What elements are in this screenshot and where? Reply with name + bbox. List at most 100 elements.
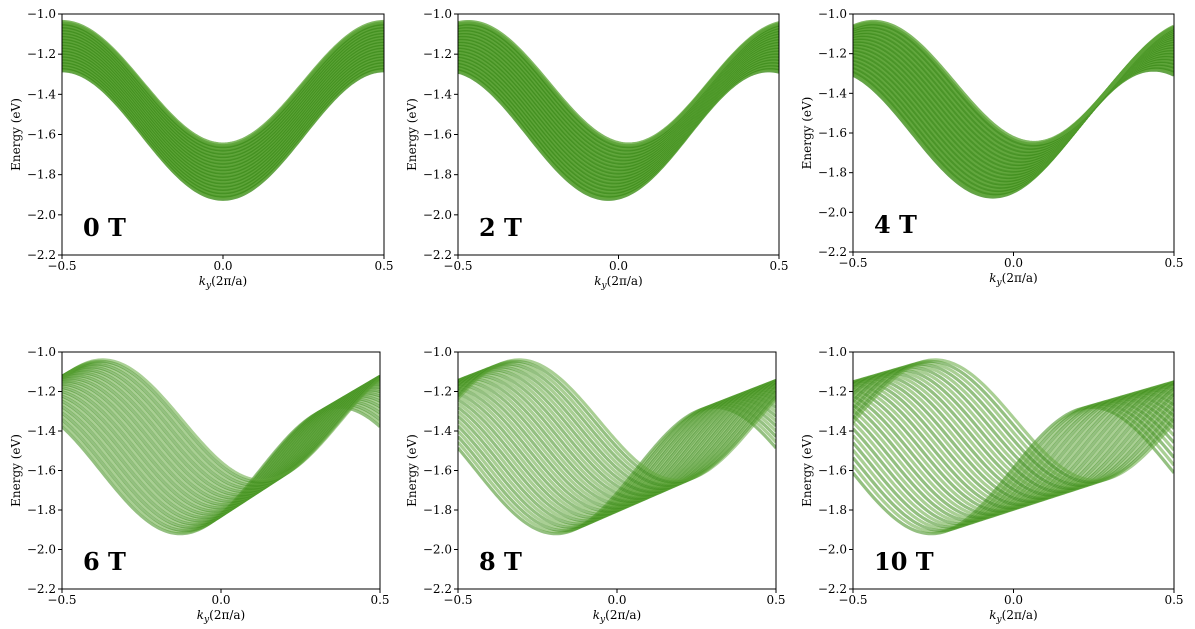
x-tick-label: 0.0 [607,593,626,607]
x-tick-label: −0.5 [443,259,472,273]
y-tick-label: −1.8 [818,166,847,180]
y-tick-label: −1.6 [27,464,56,478]
panel-5: −1.0 −1.2 −1.4 −1.6 −1.8 −2.0 −2.2−0.5 0.0 0.5 ky… [405,345,786,625]
band-line [853,369,1174,495]
band-line [458,374,776,500]
panel-3: −1.0 −1.2 −1.4 −1.6 −1.8 −2.0 −2.2−0.5 0.0 0.5 ky… [800,7,1184,288]
band-line [853,374,1174,500]
band-line [458,19,779,147]
band-bundle [62,358,380,536]
band-bundle [853,19,1174,199]
y-axis-title: Energy (eV) [9,434,23,507]
band-bundle [853,358,1174,536]
panel-field-label: 10 T [874,547,934,576]
y-tick-label: −1.4 [423,87,453,101]
y-tick-label: −2.0 [423,208,452,222]
x-tick-label: −0.5 [443,593,472,607]
y-tick-label: −1.8 [423,168,452,182]
x-axis-title: ky(2π/a) [989,271,1037,288]
y-tick-label: −1.0 [423,345,452,359]
y-axis-title: Energy (eV) [800,434,814,507]
panel-2: −1.0 −1.2 −1.4 −1.6 −1.8 −2.0 −2.2−0.5 0.0 0.5 ky… [405,7,789,291]
y-tick-label: −1.6 [818,126,847,140]
band-line [458,376,776,503]
band-line [458,368,776,494]
x-axis-title: ky(2π/a) [199,274,247,291]
x-tick-label: −0.5 [47,259,76,273]
x-tick-label: 0.0 [609,259,628,273]
panel-field-label: 8 T [479,547,522,576]
panel-1: −1.0 −1.2 −1.4 −1.6 −1.8 −2.0 −2.2−0.5 0.0 0.5 ky… [9,7,394,291]
y-tick-label: −2.0 [818,543,847,557]
y-tick-label: −2.0 [423,543,452,557]
y-tick-label: −1.0 [818,345,847,359]
y-tick-label: −1.6 [27,128,56,142]
y-tick-label: −1.0 [423,7,452,21]
x-tick-label: 0.5 [769,259,788,273]
y-tick-label: −2.2 [27,248,56,262]
band-line [458,371,776,497]
panel-field-label: 2 T [479,213,522,242]
x-tick-label: 0.0 [1004,593,1023,607]
band-line [458,381,776,508]
band-line [458,365,776,491]
y-tick-label: −1.0 [818,7,847,21]
x-tick-label: 0.0 [213,259,232,273]
x-tick-label: −0.5 [47,593,76,607]
band-line [458,378,776,505]
y-tick-label: −1.2 [818,47,847,61]
band-line [458,366,776,492]
band-line [458,358,776,482]
x-tick-label: 0.0 [211,593,230,607]
x-tick-label: 0.0 [1004,256,1023,270]
band-line [853,381,1174,508]
y-tick-label: −1.4 [27,424,57,438]
band-line [853,358,1174,482]
band-bundle [458,358,776,536]
y-tick-label: −1.2 [27,47,56,61]
y-tick-label: −1.0 [27,7,56,21]
band-line [853,379,1174,507]
y-tick-label: −1.0 [27,345,56,359]
y-tick-label: −1.6 [423,128,452,142]
x-tick-label: 0.5 [1164,593,1183,607]
y-tick-label: −2.0 [818,205,847,219]
band-line [853,382,1174,510]
y-tick-label: −1.2 [818,385,847,399]
y-tick-label: −1.4 [27,87,57,101]
y-axis-title: Energy (eV) [405,98,419,171]
y-tick-label: −2.2 [423,248,452,262]
x-tick-label: 0.5 [766,593,785,607]
y-tick-label: −1.2 [27,385,56,399]
y-axis-title: Energy (eV) [405,434,419,507]
band-line [853,375,1174,502]
y-tick-label: −1.8 [423,503,452,517]
band-line [853,371,1174,497]
panel-field-label: 0 T [83,213,126,242]
y-tick-label: −1.6 [818,464,847,478]
y-tick-label: −1.4 [818,86,848,100]
y-tick-label: −1.8 [818,503,847,517]
band-bundle [458,19,779,201]
band-line [62,19,384,147]
panel-field-label: 6 T [83,547,126,576]
y-tick-label: −2.2 [818,582,847,596]
y-tick-label: −2.2 [818,245,847,259]
panel-field-label: 4 T [874,210,917,239]
y-tick-label: −1.8 [27,168,56,182]
x-axis-title: ky(2π/a) [594,274,642,291]
y-tick-label: −2.0 [27,208,56,222]
band-line [62,358,380,482]
band-line [458,382,776,510]
y-tick-label: −2.2 [27,582,56,596]
y-tick-label: −1.8 [27,503,56,517]
x-tick-label: −0.5 [838,593,867,607]
x-tick-label: 0.5 [374,259,393,273]
band-line [458,369,776,495]
y-tick-label: −1.6 [423,464,452,478]
panel-6: −1.0 −1.2 −1.4 −1.6 −1.8 −2.0 −2.2−0.5 0.0 0.5 ky… [800,345,1184,625]
x-axis-title: ky(2π/a) [989,608,1037,625]
band-line [853,376,1174,503]
x-tick-label: 0.5 [1164,256,1183,270]
